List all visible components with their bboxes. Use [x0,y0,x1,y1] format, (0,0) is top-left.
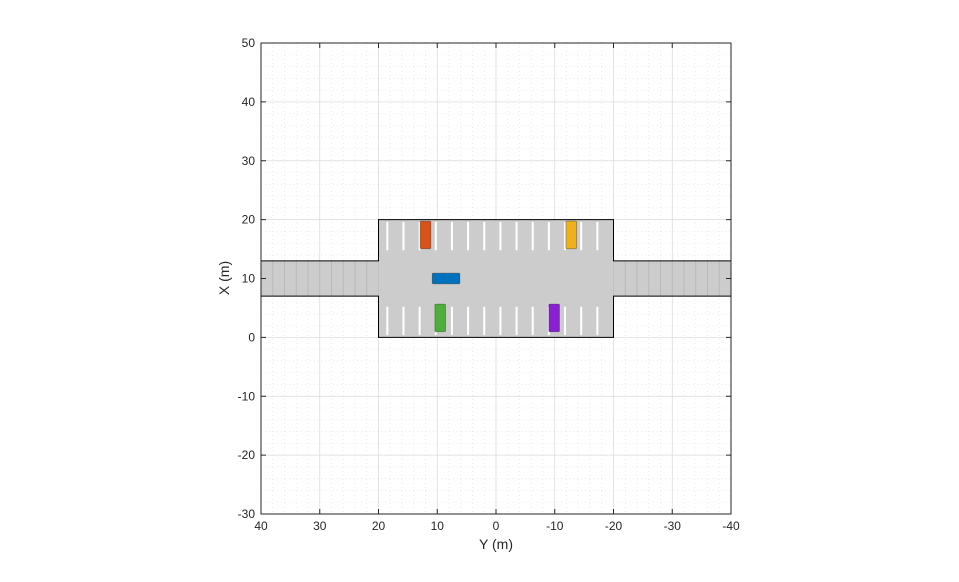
x-tick-label: -40 [722,519,740,533]
x-tick-label: 0 [493,519,500,533]
y-tick-label: 30 [242,154,256,168]
parked-orange [419,220,432,250]
y-tick-label: -20 [238,448,256,462]
x-tick-label: -10 [546,519,564,533]
parked-green [434,303,446,333]
y-tick-label: -10 [238,389,256,403]
x-axis-label: Y (m) [479,536,513,552]
y-axis-label: X (m) [216,261,232,295]
y-tick-label: 40 [242,95,256,109]
parked-purple [548,303,560,333]
y-tick-label: 50 [242,36,256,50]
x-tick-label: 10 [431,519,445,533]
x-tick-label: 40 [254,519,268,533]
y-tick-label: 0 [248,330,255,344]
y-tick-label: 20 [242,213,256,227]
x-tick-label: 30 [313,519,327,533]
parked-yellow [565,220,577,250]
y-tick-label: -30 [238,507,256,521]
axes: 40 30 20 10 0 -10 -20 -30 -40 50 40 30 20 10 0 -10 -20 -3… [238,36,740,533]
x-tick-label: -30 [664,519,682,533]
y-tick-label: 10 [242,272,256,286]
x-tick-label: 20 [372,519,386,533]
x-tick-label: -20 [605,519,623,533]
parking-lot [378,219,614,338]
ego-vehicle [431,272,461,285]
